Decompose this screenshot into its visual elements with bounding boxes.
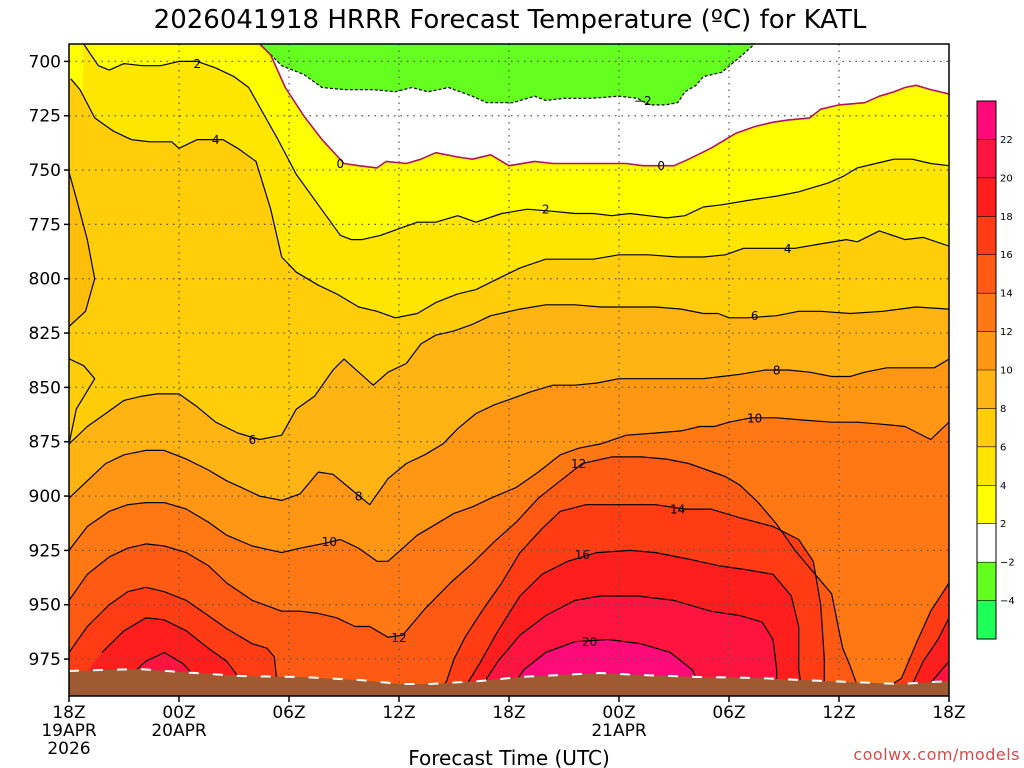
colorbar-swatch-7 bbox=[977, 370, 996, 409]
colorbar-swatch-6 bbox=[977, 331, 996, 371]
colorbar-label-6: 10 bbox=[1000, 366, 1013, 377]
contour-label-6: 6 bbox=[751, 309, 759, 323]
x-tick-label-48-0: 18Z bbox=[932, 703, 965, 723]
colorbar-label-9: 4 bbox=[1000, 481, 1006, 492]
chart-title: 2026041918 HRRR Forecast Temperature (ºC… bbox=[154, 5, 867, 35]
colorbar-label-4: 14 bbox=[1000, 289, 1013, 300]
colorbar-swatch-11 bbox=[977, 523, 996, 563]
contour-labels: −2 0 0 2 2 4 4 6 6 8 8 10 10 12 12 14 16 20 bbox=[194, 57, 792, 649]
colorbar-swatch-0 bbox=[977, 101, 996, 140]
y-tick-label-975: 975 bbox=[29, 650, 61, 670]
colorbar-swatch-5 bbox=[977, 293, 996, 333]
colorbar-label-2: 18 bbox=[1000, 212, 1013, 223]
y-tick-label-725: 725 bbox=[29, 107, 61, 127]
contour-label-8: 8 bbox=[773, 364, 781, 378]
contour-lines bbox=[69, 44, 949, 696]
y-axis: 700 725 750 775 800 825 850 875 900 925 950 975 bbox=[29, 52, 69, 670]
x-tick-label-30-1: 21APR bbox=[591, 721, 647, 741]
contour-label-12: 12 bbox=[571, 457, 586, 471]
contour-label-4: 4 bbox=[212, 133, 220, 147]
contour-line-10 bbox=[69, 417, 949, 562]
colorbar-swatch-1 bbox=[977, 139, 996, 179]
y-tick-label-800: 800 bbox=[29, 270, 61, 290]
band-below-minus2 bbox=[259, 44, 755, 105]
contour-label-20: 20 bbox=[582, 635, 597, 649]
colorbar-swatch-3 bbox=[977, 216, 996, 256]
x-tick-label-36-0: 06Z bbox=[712, 703, 745, 723]
contour-line-6 bbox=[69, 172, 949, 445]
terrain-edge bbox=[69, 667, 949, 686]
x-tick-label-24-0: 18Z bbox=[492, 703, 525, 723]
y-tick-label-775: 775 bbox=[29, 215, 61, 235]
contour-label-0: 0 bbox=[337, 157, 345, 171]
contour-label-10: 10 bbox=[322, 535, 337, 549]
contour-label-2: 2 bbox=[194, 57, 202, 71]
colorbar-swatch-13 bbox=[977, 600, 996, 640]
x-tick-label-0-0: 18Z bbox=[52, 703, 85, 723]
band-pocket-left bbox=[69, 326, 95, 444]
contour-line-4 bbox=[70, 78, 949, 319]
y-tick-label-900: 900 bbox=[29, 487, 61, 507]
colorbar-swatch-4 bbox=[977, 254, 996, 294]
colorbar-label-0: 22 bbox=[1000, 135, 1013, 146]
y-tick-label-875: 875 bbox=[29, 433, 61, 453]
colorbar-label-3: 16 bbox=[1000, 250, 1013, 261]
contour-line-2 bbox=[83, 44, 949, 241]
colorbar-label-8: 6 bbox=[1000, 442, 1006, 453]
contour-label-6: 6 bbox=[249, 433, 257, 447]
x-axis-label: Forecast Time (UTC) bbox=[408, 746, 610, 768]
contour-line-16 bbox=[101, 549, 949, 693]
x-tick-label-42-0: 12Z bbox=[822, 703, 855, 723]
colorbar-label-1: 20 bbox=[1000, 173, 1013, 184]
x-tick-label-0-1: 19APR bbox=[41, 721, 97, 741]
terrain-ground bbox=[69, 669, 949, 696]
colorbar-label-10: 2 bbox=[1000, 519, 1006, 530]
contour-label-14: 14 bbox=[670, 503, 685, 517]
y-tick-label-825: 825 bbox=[29, 324, 61, 344]
x-tick-label-30-0: 00Z bbox=[602, 703, 635, 723]
y-tick-label-750: 750 bbox=[29, 161, 61, 181]
colorbar-label-5: 12 bbox=[1000, 327, 1013, 338]
x-tick-label-6-1: 20APR bbox=[151, 721, 207, 741]
contour-label--2: −2 bbox=[634, 94, 652, 108]
colorbar-swatch-10 bbox=[977, 485, 996, 525]
colorbar-label-11: −2 bbox=[1000, 558, 1015, 569]
contour-line-8 bbox=[69, 358, 949, 506]
x-tick-label-18-0: 12Z bbox=[382, 703, 415, 723]
contour-line--2 bbox=[259, 44, 756, 106]
contour-label-8: 8 bbox=[355, 490, 363, 504]
colorbar-swatch-9 bbox=[977, 446, 996, 486]
contour-label-0: 0 bbox=[657, 159, 665, 173]
colorbar-swatch-2 bbox=[977, 177, 996, 217]
band-above-18 bbox=[69, 596, 949, 696]
y-tick-label-850: 850 bbox=[29, 378, 61, 398]
y-tick-label-925: 925 bbox=[29, 541, 61, 561]
colorbar-swatch-8 bbox=[977, 408, 996, 448]
contour-line-14 bbox=[69, 504, 949, 693]
grid-lines bbox=[69, 44, 949, 696]
colorbar-swatch-12 bbox=[977, 562, 996, 602]
colorbar-label-7: 8 bbox=[1000, 404, 1006, 415]
band-bulge-left bbox=[69, 172, 95, 327]
contour-label-16: 16 bbox=[575, 548, 590, 562]
contour-label-10: 10 bbox=[747, 411, 762, 425]
contour-label-2: 2 bbox=[542, 203, 550, 217]
colorbar-legend: 22 20 18 16 14 12 10 8 6 4 2 −2 −4 bbox=[976, 100, 1015, 640]
x-tick-label-12-0: 06Z bbox=[272, 703, 305, 723]
credit-text: coolwx.com/models bbox=[853, 745, 1020, 764]
x-tick-label-0-2: 2026 bbox=[47, 739, 90, 759]
contour-line-12 bbox=[69, 456, 862, 696]
y-tick-label-700: 700 bbox=[29, 52, 61, 72]
y-tick-label-950: 950 bbox=[29, 596, 61, 616]
contour-label-4: 4 bbox=[784, 242, 792, 256]
x-tick-label-6-0: 00Z bbox=[162, 703, 195, 723]
contour-label-12: 12 bbox=[391, 631, 406, 645]
contour-line-0 bbox=[259, 44, 949, 169]
colorbar-label-12: −4 bbox=[1000, 596, 1015, 607]
